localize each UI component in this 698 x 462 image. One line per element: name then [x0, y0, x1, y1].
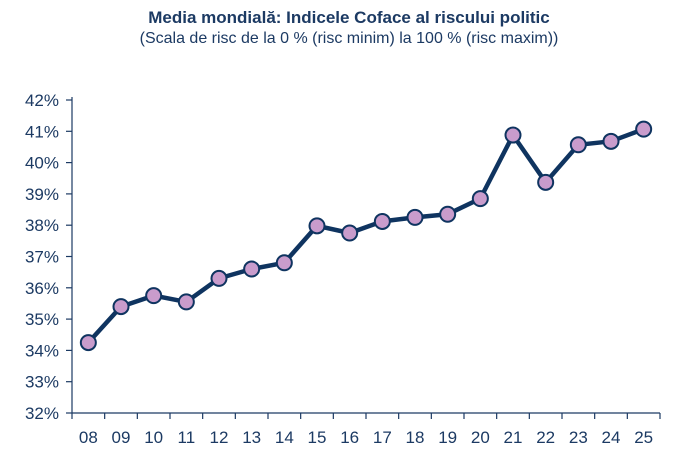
data-point: [406, 208, 424, 226]
x-tick-label: 23: [569, 428, 588, 447]
x-tick-label: 24: [602, 428, 621, 447]
x-tick-label: 08: [79, 428, 98, 447]
data-point: [602, 132, 620, 150]
data-point: [373, 212, 391, 230]
y-tick-label: 37%: [25, 248, 59, 267]
x-tick-label: 13: [242, 428, 261, 447]
y-tick-label: 41%: [25, 122, 59, 141]
x-tick-label: 12: [210, 428, 229, 447]
y-tick-label: 39%: [25, 185, 59, 204]
data-point: [341, 224, 359, 242]
y-tick-label: 32%: [25, 404, 59, 423]
x-tick-label: 20: [471, 428, 490, 447]
data-point: [210, 269, 228, 287]
y-tick-label: 35%: [25, 310, 59, 329]
data-point: [275, 254, 293, 272]
x-tick-label: 16: [340, 428, 359, 447]
y-tick-label: 36%: [25, 279, 59, 298]
series-layer: [79, 120, 653, 352]
x-tick-label: 14: [275, 428, 294, 447]
data-point: [145, 287, 163, 305]
series-line: [86, 126, 646, 345]
x-tick-label: 15: [308, 428, 327, 447]
data-point: [569, 136, 587, 154]
x-tick-label: 25: [634, 428, 653, 447]
x-tick-label: 11: [178, 428, 196, 447]
data-point: [177, 293, 195, 311]
y-tick-label: 33%: [25, 373, 59, 392]
chart-subtitle: (Scala de risc de la 0 % (risc minim) la…: [139, 30, 559, 47]
y-tick-label: 38%: [25, 216, 59, 235]
x-tick-label: 10: [144, 428, 163, 447]
data-point: [537, 173, 555, 191]
y-tick-label: 42%: [25, 91, 59, 110]
data-point: [439, 205, 457, 223]
x-tick-label: 18: [406, 428, 425, 447]
y-tick-label: 40%: [25, 154, 59, 173]
x-tick-label: 19: [438, 428, 457, 447]
x-tick-label: 21: [504, 428, 523, 447]
y-axis-ticks: 32% 33% 34% 35% 36% 37% 38% 39% 40% 41% 42%: [25, 91, 72, 423]
x-axis-ticks: 08 09 10 11 12 13 14 15 16 17 18 19 20 21 22 23 24 25: [71, 413, 661, 447]
data-point: [471, 190, 489, 208]
data-point: [308, 217, 326, 235]
y-tick-label: 34%: [25, 341, 59, 360]
data-point: [243, 260, 261, 278]
data-point: [112, 298, 130, 316]
x-tick-label: 09: [112, 428, 131, 447]
x-tick-label: 17: [373, 428, 392, 447]
data-point: [504, 126, 522, 144]
data-point: [635, 120, 653, 138]
x-tick-label: 22: [536, 428, 555, 447]
chart-title: Media mondială: Indicele Coface al riscu…: [148, 8, 550, 27]
data-point: [79, 334, 97, 352]
